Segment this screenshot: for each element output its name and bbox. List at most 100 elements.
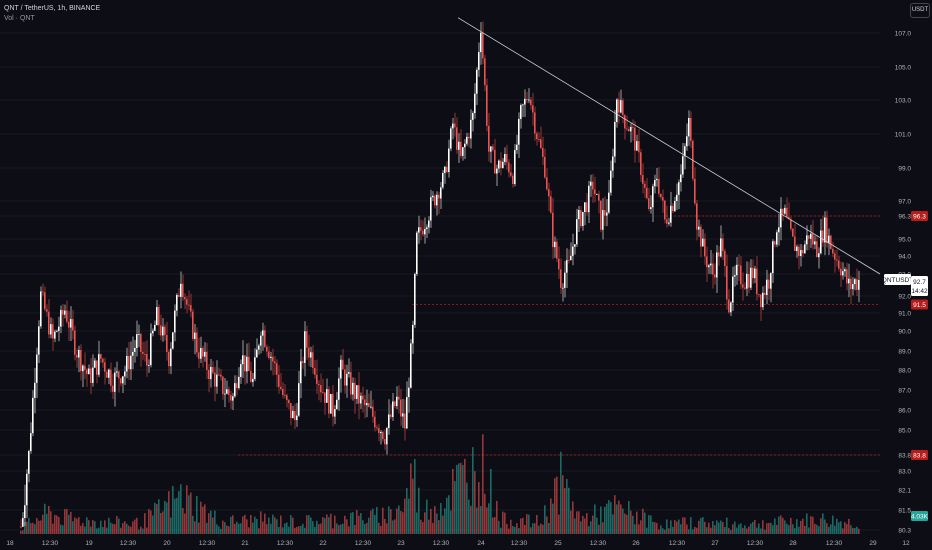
candle-body	[24, 505, 26, 519]
volume-bar	[294, 527, 296, 534]
volume-bar	[454, 481, 456, 534]
candle-body	[22, 518, 24, 527]
volume-bar	[712, 521, 714, 534]
candle-body	[594, 189, 596, 195]
volume-bar	[840, 521, 842, 534]
trendline[interactable]	[457, 17, 881, 275]
volume-bar	[106, 527, 108, 534]
candle-body	[632, 126, 634, 128]
volume-bar	[838, 522, 840, 534]
candle-body	[322, 392, 324, 394]
volume-bar	[538, 525, 540, 534]
time-axis[interactable]: 18 12:30 19 12:30 20 12:30 21 12:30 22 12:30 23 12:…	[6, 540, 910, 547]
volume-bar	[792, 524, 794, 534]
volume-bar	[112, 523, 114, 534]
candle-body	[356, 385, 358, 400]
volume-bar	[26, 521, 28, 534]
candle-body	[324, 392, 326, 403]
candle-body	[376, 427, 378, 429]
currency-button[interactable]: USDT	[910, 3, 930, 18]
candle-body	[170, 348, 172, 367]
volume-bar	[258, 528, 260, 534]
volume-bar	[836, 518, 838, 534]
candle-body	[724, 251, 726, 267]
volume-bar	[364, 524, 366, 534]
candle-body	[520, 105, 522, 119]
candle-body	[412, 324, 414, 344]
candle-body	[338, 378, 340, 400]
candle-body	[572, 246, 574, 256]
price-tick-label: 99.0	[898, 166, 911, 173]
volume-bar	[442, 515, 444, 534]
candle-body	[628, 129, 630, 132]
volume-bar	[406, 488, 408, 534]
candle-body	[626, 128, 628, 130]
volume-bar	[768, 523, 770, 534]
volume-bar	[288, 526, 290, 534]
volume-bar	[650, 515, 652, 534]
price-axis[interactable]: 80.3 81.5 82.1 83.0 83.8 85.0 86.0 87.0 88.0 89.0…	[895, 31, 912, 535]
candle-body	[178, 294, 180, 297]
candle-body	[122, 376, 124, 384]
candle-body	[490, 146, 492, 152]
volume-bar	[446, 497, 448, 534]
candle-body	[410, 343, 412, 388]
candle-body	[828, 235, 830, 244]
volume-bar	[780, 515, 782, 534]
candle-body	[658, 178, 660, 194]
candle-body	[280, 386, 282, 389]
candle-body	[330, 394, 332, 414]
candle-body	[226, 389, 228, 394]
volume-bar	[338, 525, 340, 534]
volume-bar	[618, 500, 620, 534]
price-tick-label: 103.0	[895, 98, 912, 105]
candle-body	[354, 382, 356, 400]
volume-bar	[320, 523, 322, 534]
volume-bar	[272, 514, 274, 534]
candle-body	[38, 326, 40, 355]
candle-body	[262, 330, 264, 336]
candle-body	[666, 219, 668, 224]
volume-bar	[766, 523, 768, 534]
volume-bar	[782, 517, 784, 534]
candle-body	[296, 415, 298, 421]
candle-body	[856, 279, 858, 290]
candle-body	[20, 526, 22, 528]
volume-bar	[726, 517, 728, 534]
candle-body	[470, 119, 472, 139]
volume-bar	[210, 510, 212, 534]
volume-bar	[774, 518, 776, 534]
candle-body	[224, 393, 226, 395]
time-tick-label: 28	[789, 540, 797, 547]
price-tick-label: 97.0	[898, 199, 911, 206]
volume-bar	[206, 522, 208, 534]
candle-body	[482, 32, 484, 59]
volume-bar	[562, 475, 564, 534]
volume-bar	[566, 479, 568, 534]
volume-bar	[696, 527, 698, 534]
candle-body	[710, 263, 712, 266]
volume-tag: 4.03K	[911, 514, 929, 521]
candle-body	[690, 117, 692, 141]
volume-bar	[592, 515, 594, 534]
volume-bar	[208, 513, 210, 534]
volume-bar	[534, 523, 536, 534]
volume-bar	[546, 516, 548, 534]
volume-bar	[812, 516, 814, 534]
candle-body	[302, 361, 304, 363]
candle-body	[662, 197, 664, 201]
volume-bar	[226, 525, 228, 534]
volume-legend: Vol · QNT	[4, 15, 35, 22]
candle-body	[118, 371, 120, 379]
volume-bar	[520, 518, 522, 534]
candle-body	[672, 205, 674, 212]
candle-body	[222, 376, 224, 395]
candle-body	[562, 287, 564, 289]
candle-body	[788, 216, 790, 220]
volume-bar	[572, 501, 574, 534]
candle-body	[536, 133, 538, 140]
volume-bar	[234, 523, 236, 534]
price-tick-label: 82.1	[898, 488, 911, 495]
volume-bar	[172, 485, 174, 534]
